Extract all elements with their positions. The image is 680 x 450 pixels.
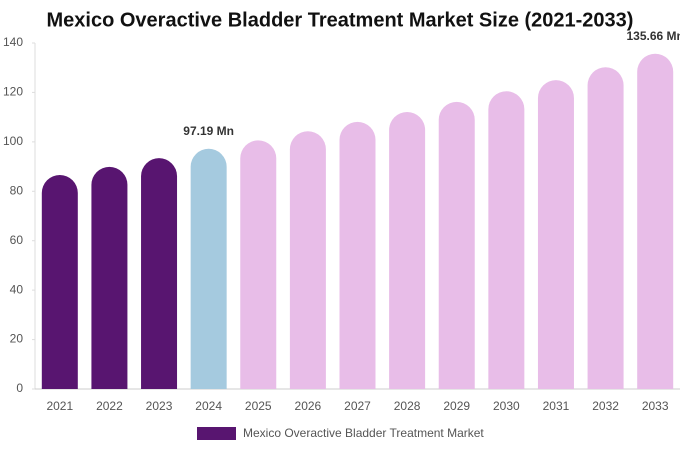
bar [339,121,376,390]
x-tick-label: 2026 [295,399,322,413]
x-tick-label: 2023 [146,399,173,413]
x-tick-label: 2021 [46,399,73,413]
x-tick-label: 2028 [394,399,421,413]
y-tick-label: 120 [3,85,23,99]
x-tick-label: 2027 [344,399,371,413]
x-tick-label: 2022 [96,399,123,413]
bar [289,131,326,390]
y-tick-label: 140 [3,35,23,49]
bar [637,53,674,389]
y-tick-label: 80 [10,183,24,197]
x-tick-label: 2029 [443,399,470,413]
x-tick-label: 2025 [245,399,272,413]
y-tick-label: 40 [10,282,24,296]
bar [240,140,277,389]
y-tick-label: 100 [3,134,23,148]
bar [438,101,475,389]
legend-label: Mexico Overactive Bladder Treatment Mark… [243,426,484,440]
x-tick-label: 2031 [543,399,570,413]
bar [488,91,525,389]
bar [41,174,78,389]
legend-swatch [197,427,236,440]
chart-title: Mexico Overactive Bladder Treatment Mark… [47,9,634,31]
y-tick-label: 20 [10,332,24,346]
bar [141,158,178,389]
bar [91,166,128,389]
x-tick-label: 2033 [642,399,669,413]
y-tick-label: 0 [16,381,23,395]
y-tick-label: 60 [10,233,24,247]
value-label: 135.66 Mn [627,29,680,43]
x-tick-label: 2024 [195,399,222,413]
x-tick-label: 2030 [493,399,520,413]
bar [537,80,574,390]
value-label: 97.19 Mn [183,124,234,138]
bar [587,67,624,389]
bar [190,148,227,389]
x-tick-label: 2032 [592,399,619,413]
bar [389,111,426,390]
